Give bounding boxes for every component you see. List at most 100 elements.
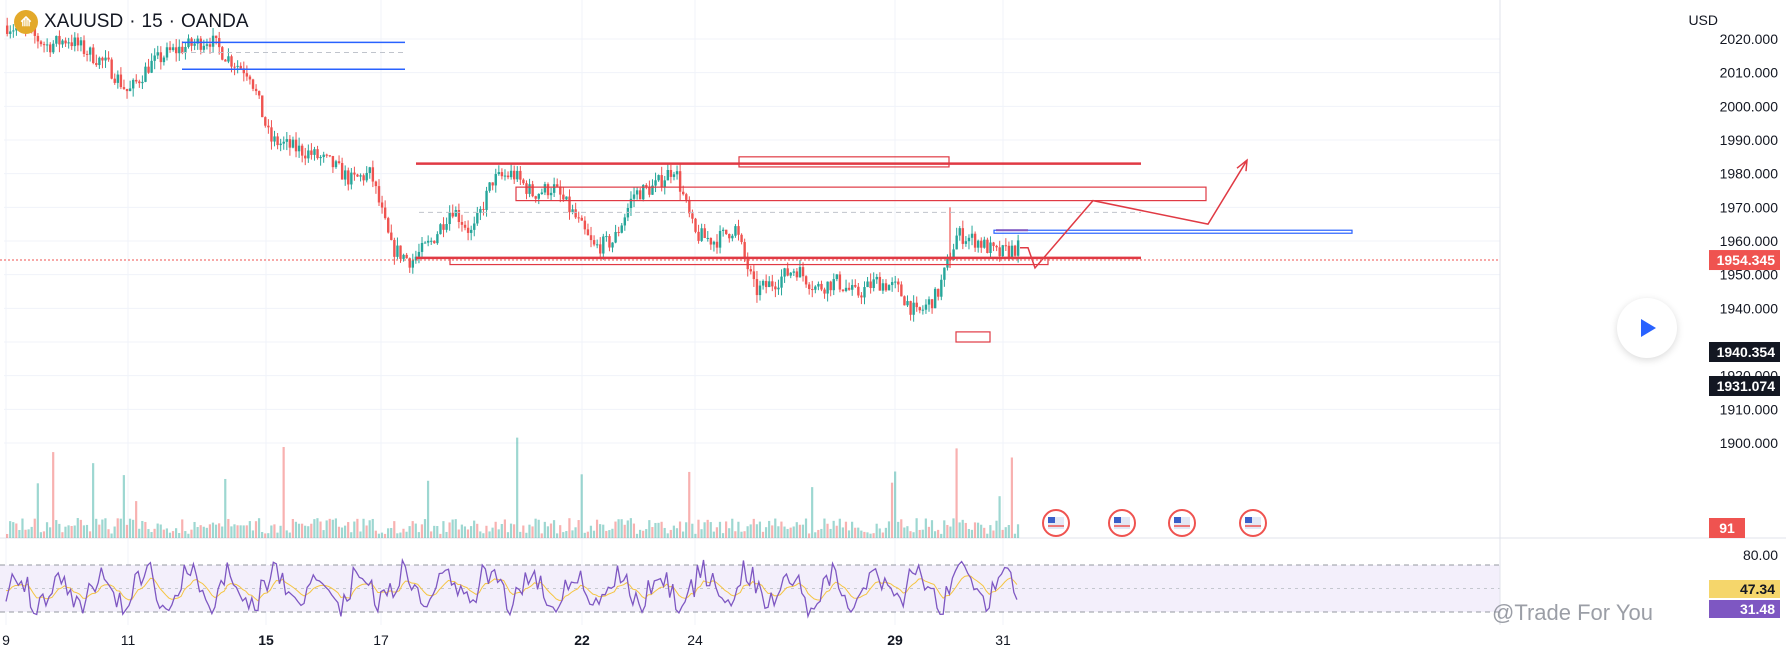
candle xyxy=(316,149,319,159)
volume-bar xyxy=(307,526,310,538)
volume-bar xyxy=(949,526,952,538)
volume-bar xyxy=(761,531,765,538)
drawings[interactable] xyxy=(0,41,1500,343)
volume-bar xyxy=(181,519,184,538)
candle xyxy=(156,52,159,56)
candle xyxy=(503,175,507,177)
volume-bar xyxy=(417,532,420,538)
volume-bar xyxy=(804,518,808,538)
interval[interactable]: 15 xyxy=(141,11,163,32)
volume-bar xyxy=(310,523,313,538)
candle xyxy=(786,268,789,276)
candle xyxy=(377,186,381,203)
current-price-tag: 1954.345 xyxy=(1717,252,1776,268)
volume-bar xyxy=(460,524,463,538)
flag-canton xyxy=(1114,517,1121,523)
price-label: 1931.074 xyxy=(1717,378,1776,394)
candle xyxy=(577,217,580,219)
volume-bar xyxy=(399,532,402,538)
candle xyxy=(614,231,617,243)
volume-bar xyxy=(95,518,98,538)
volume-bar xyxy=(282,447,285,538)
play-icon xyxy=(1641,319,1656,337)
candle xyxy=(912,302,915,315)
volume-bar xyxy=(995,520,998,538)
volume-bar xyxy=(1010,457,1013,538)
candle xyxy=(294,139,298,152)
candle xyxy=(915,302,918,308)
candle xyxy=(49,44,52,53)
candle xyxy=(319,157,322,159)
candle xyxy=(221,47,224,60)
candle xyxy=(854,285,857,287)
volume-bar xyxy=(297,523,301,538)
volume-bar xyxy=(989,525,992,538)
candle xyxy=(353,172,356,175)
candle xyxy=(654,180,657,186)
candle xyxy=(485,190,488,210)
candle xyxy=(995,245,998,248)
candle xyxy=(897,281,900,285)
volume-bar xyxy=(927,526,931,538)
candle xyxy=(565,196,568,200)
candle xyxy=(546,184,550,196)
candle xyxy=(264,117,267,126)
candle xyxy=(313,149,316,155)
volume-bar xyxy=(774,518,777,538)
time-axis[interactable]: 9 11 15 17 22 24 29 31 xyxy=(2,632,1011,648)
candle xyxy=(909,301,912,315)
volume-bar xyxy=(414,523,417,538)
volume-bar xyxy=(958,522,961,538)
volume-bar xyxy=(402,528,405,538)
candle xyxy=(147,66,150,73)
candle xyxy=(107,57,110,60)
volume-bar xyxy=(937,529,940,538)
candle xyxy=(131,79,135,89)
symbol-name[interactable]: XAUUSD xyxy=(44,11,124,32)
volume-bar xyxy=(700,529,703,538)
volume-bar xyxy=(279,525,282,538)
volume-bar xyxy=(1007,524,1010,538)
price-axis[interactable]: 2020.000 2010.000 2000.000 1990.000 1980.000… xyxy=(1499,0,1780,625)
candle xyxy=(743,242,746,258)
volume-bar xyxy=(165,528,168,538)
candle xyxy=(159,52,163,63)
volume-bar xyxy=(516,437,519,538)
candle xyxy=(423,242,427,244)
candle xyxy=(731,235,734,239)
candle xyxy=(571,209,574,213)
volume-bar xyxy=(236,525,239,538)
candle xyxy=(380,202,384,208)
candle xyxy=(927,299,931,305)
volume-bar xyxy=(577,520,580,538)
volume-bar xyxy=(740,531,743,538)
candle xyxy=(6,25,9,34)
event-flags[interactable] xyxy=(1042,509,1267,537)
candle xyxy=(196,38,199,44)
volume-bar xyxy=(823,518,826,538)
volume-bar xyxy=(138,528,141,538)
candle xyxy=(930,299,934,309)
volume-bar xyxy=(986,533,989,538)
volume-bar xyxy=(725,521,728,538)
replay-button[interactable] xyxy=(1617,298,1677,358)
candle xyxy=(887,285,891,291)
candle xyxy=(780,276,783,288)
candle xyxy=(171,47,175,51)
volume-bar xyxy=(353,521,356,538)
volume-bar xyxy=(9,521,12,538)
volume-bar xyxy=(807,533,811,538)
candle xyxy=(718,230,722,248)
volume-bar xyxy=(881,532,884,538)
volume-bar xyxy=(820,528,823,538)
volume-bar xyxy=(764,527,768,538)
volume-bar xyxy=(251,530,255,538)
volume-bar xyxy=(457,529,460,538)
volume-bar xyxy=(777,526,780,538)
candle xyxy=(894,281,897,283)
candle xyxy=(900,284,903,297)
volume-bar xyxy=(801,524,805,538)
volume-bar xyxy=(420,524,424,538)
candle xyxy=(540,192,544,194)
